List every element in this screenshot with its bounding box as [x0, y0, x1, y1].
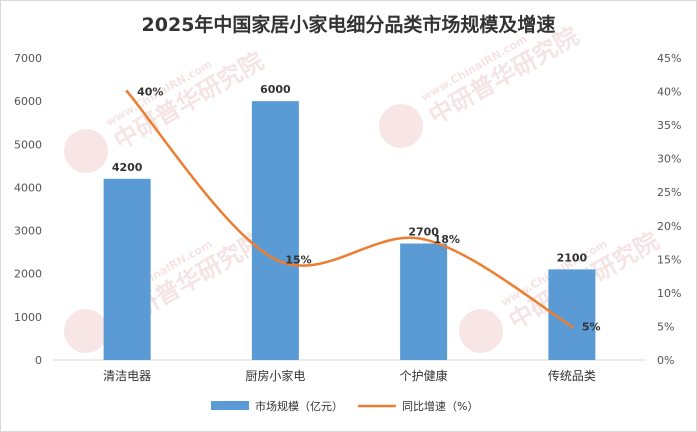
x-category-label: 清洁电器 — [103, 369, 151, 383]
growth-point — [125, 90, 129, 94]
y-left-tick-label: 4000 — [14, 181, 42, 194]
y-left-tick-label: 2000 — [14, 268, 42, 281]
y-left-tick-label: 7000 — [14, 52, 42, 65]
y-left-tick-label: 1000 — [14, 311, 42, 324]
legend-bar-swatch — [211, 401, 249, 410]
y-right-tick-label: 45% — [657, 52, 681, 65]
y-left-tick-label: 5000 — [14, 138, 42, 151]
watermark-logo-icon — [64, 129, 108, 173]
y-right-tick-label: 5% — [657, 320, 674, 333]
y-right-tick-label: 15% — [657, 253, 681, 266]
x-category-label: 传统品类 — [548, 368, 596, 383]
bar — [251, 101, 299, 361]
y-right-tick-label: 10% — [657, 287, 681, 300]
growth-point — [273, 257, 277, 261]
growth-line — [125, 90, 574, 328]
growth-point — [422, 237, 426, 241]
y-right-tick-label: 40% — [657, 86, 681, 99]
y-left-tick-label: 6000 — [14, 95, 42, 108]
bar — [103, 178, 151, 360]
y-left-tick-label: 0 — [35, 354, 42, 367]
y-right-tick-label: 0% — [657, 354, 674, 367]
growth-value-label: 40% — [137, 86, 163, 99]
chart-title: 2025年中国家居小家电细分品类市场规模及增速 — [141, 14, 556, 36]
bar — [400, 243, 448, 360]
growth-value-label: 15% — [285, 253, 311, 266]
watermark-logo-icon — [459, 309, 503, 353]
y-right-tick-label: 30% — [657, 153, 681, 166]
bar-value-label: 4200 — [112, 161, 143, 174]
legend-line-label: 同比增速（%） — [402, 399, 478, 413]
growth-value-label: 5% — [582, 320, 601, 333]
x-category-label: 个护健康 — [400, 368, 448, 383]
watermark-logo-icon — [64, 309, 108, 353]
y-right-tick-label: 35% — [657, 119, 681, 132]
watermark-logo-icon — [379, 104, 423, 148]
y-right-tick-label: 20% — [657, 220, 681, 233]
bar-value-label: 6000 — [260, 83, 291, 96]
y-left-tick-label: 3000 — [14, 225, 42, 238]
bar-value-label: 2700 — [408, 226, 439, 239]
legend-bar-label: 市场规模（亿元） — [255, 399, 343, 413]
bar-value-label: 2100 — [557, 251, 588, 264]
y-right-tick-label: 25% — [657, 186, 681, 199]
x-category-label: 厨房小家电 — [245, 368, 305, 383]
growth-value-label: 18% — [434, 233, 460, 246]
growth-point — [570, 324, 574, 328]
